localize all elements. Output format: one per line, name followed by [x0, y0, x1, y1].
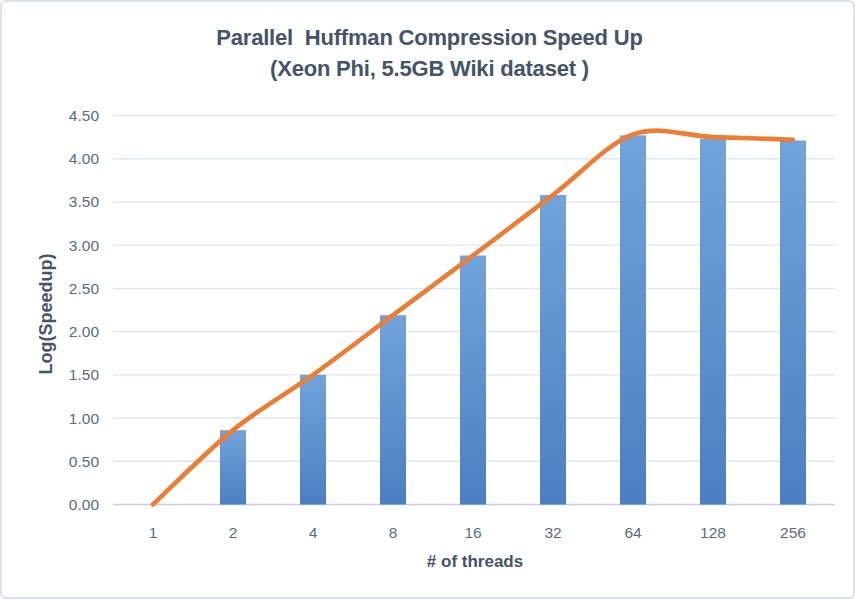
chart-frame: Parallel Huffman Compression Speed Up(Xe… [0, 0, 855, 599]
x-axis-title: # of threads [427, 552, 523, 572]
y-tick-label: 3.00 [69, 237, 100, 254]
x-tick-label: 64 [624, 524, 642, 541]
y-tick-label: 0.50 [69, 453, 100, 470]
x-tick-label: 16 [464, 524, 481, 541]
x-tick-label: 32 [544, 524, 561, 541]
y-tick-label: 1.00 [69, 410, 100, 427]
x-tick-label: 128 [700, 524, 726, 541]
y-tick-label: 0.00 [69, 496, 100, 513]
bar-256 [780, 141, 806, 505]
bar-64 [620, 135, 646, 504]
x-tick-label: 4 [309, 524, 318, 541]
y-tick-label: 4.00 [69, 150, 100, 167]
y-tick-label: 4.50 [69, 107, 100, 124]
y-tick-label: 2.00 [69, 323, 100, 340]
y-axis-title: Log(Speedup) [36, 254, 57, 375]
bar-128 [700, 139, 726, 505]
y-tick-label: 1.50 [69, 366, 100, 383]
y-tick-label: 3.50 [69, 193, 100, 210]
bar-2 [220, 430, 246, 504]
x-tick-label: 2 [229, 524, 238, 541]
chart-canvas: 0.00 0.50 1.00 1.50 2.00 2.50 3.00 3.50 4.00 4.50… [2, 2, 855, 599]
bar-4 [300, 375, 326, 505]
y-tick-label: 2.50 [69, 280, 100, 297]
bar-16 [460, 256, 486, 505]
x-tick-label: 8 [389, 524, 398, 541]
x-tick-label: 256 [780, 524, 806, 541]
x-tick-label: 1 [149, 524, 158, 541]
bar-8 [380, 315, 406, 504]
bar-32 [540, 195, 566, 504]
